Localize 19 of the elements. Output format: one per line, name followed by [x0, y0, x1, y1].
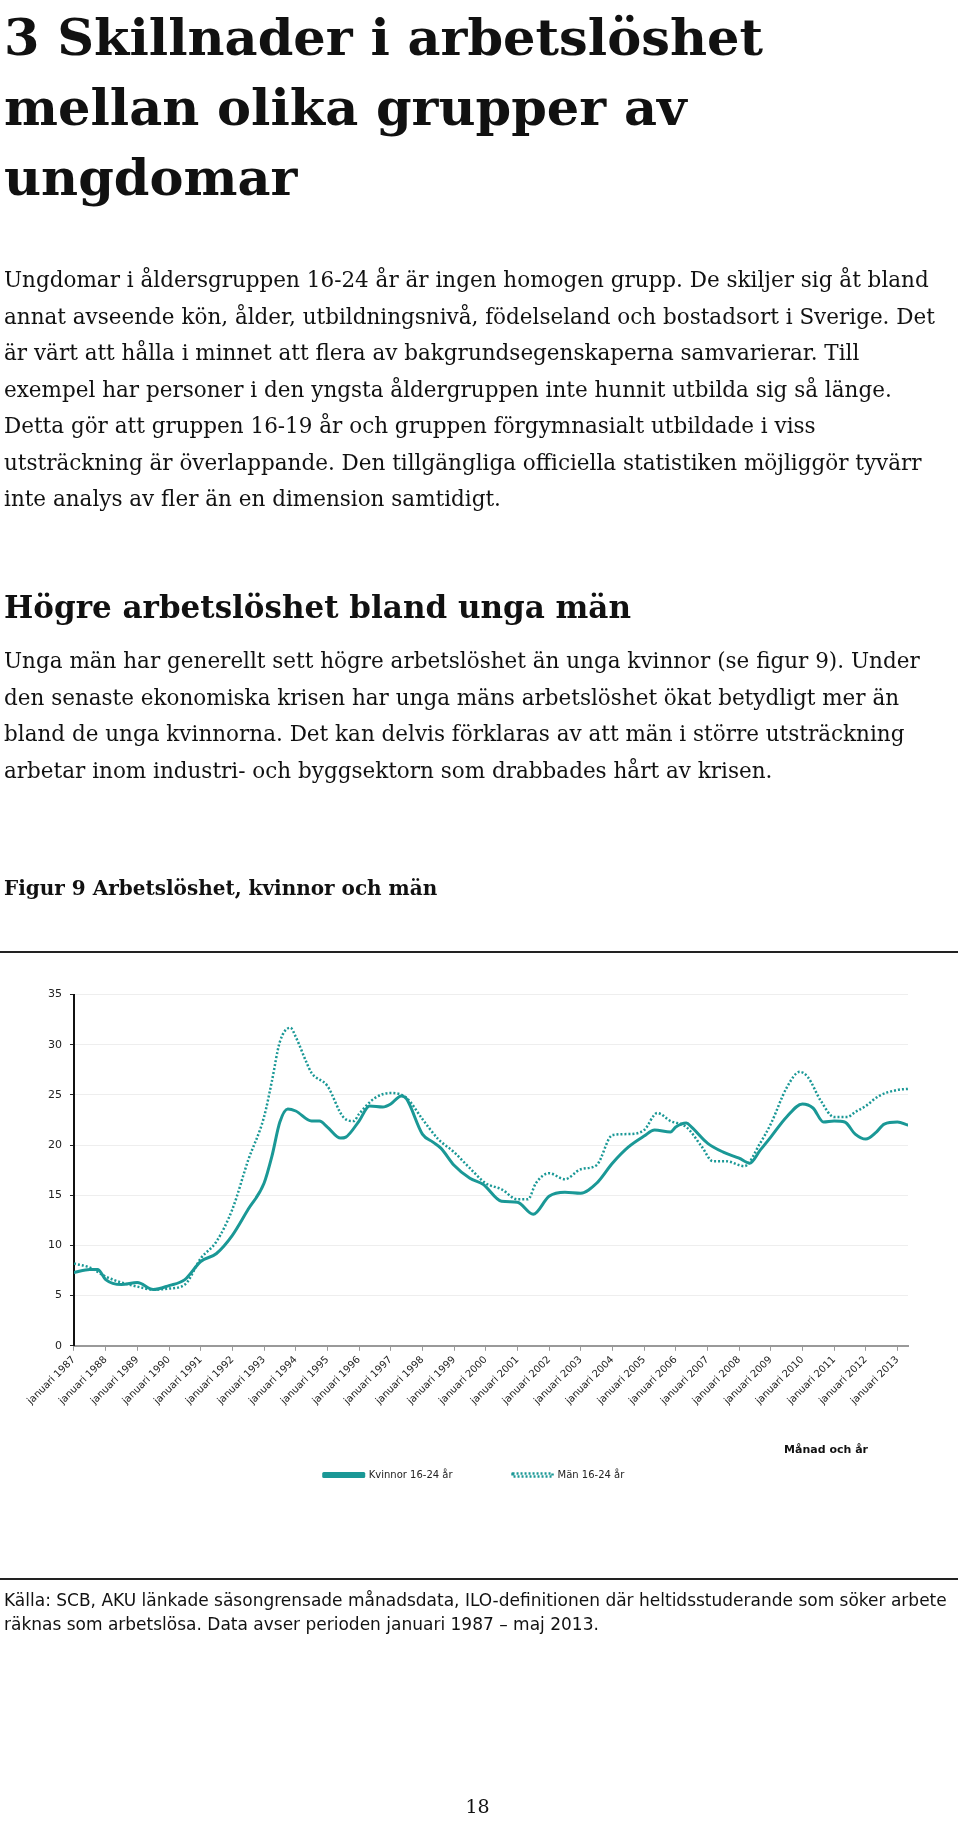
text: 18 — [464, 1795, 491, 1817]
text: 3 Skillnader i arbetslöshet mellan olika grupper av ungdomar — [4, 6, 764, 209]
x-axis-title: Månad och år — [784, 1442, 869, 1456]
y-tick-label: 30 — [48, 1037, 62, 1051]
line-series — [74, 1026, 908, 1291]
legend-label: Män 16-24 år — [557, 1467, 626, 1480]
text: Ungdomar i åldersgruppen 16-24 år är ingen homogen grupp. De skiljer sig åt bland annat avseende kön, ålder, utbildningsnivå, födelseland och bostadsort i Sverige. Det är värt att hålla i minnet att flera av bakgrundsegenskaperna samvarierar. Till exempel har personer i den yngsta åldergruppen inte hunnit utbilda sig så länge. Detta gör att gruppen 16-19 år och gruppen förgymnasialt utbildade i viss utsträckning är överlappande. Den tillgängliga officiella statistiken möjliggör tyvärr inte analys av fler än en dimension samtidigt. — [4, 266, 936, 513]
y-tick-label: 0 — [55, 1338, 62, 1352]
text: Källa: SCB, AKU länkade säsongrensade månadsdata, ILO-definitionen där heltidsstuderande som söker arbete räknas som arbetslösa. Data avser perioden januari 1987 – maj 2013. — [4, 1589, 948, 1636]
chart-title: Figur 9 Arbetslöshet, kvinnor och män — [4, 875, 438, 902]
legend-label: Kvinnor 16-24 år — [368, 1467, 454, 1480]
text: Högre arbetslöshet bland unga män — [4, 588, 631, 627]
y-tick-label: 5 — [55, 1288, 62, 1302]
y-tick-label: 10 — [48, 1238, 62, 1252]
y-tick-label: 35 — [48, 987, 62, 1001]
text: Unga män har generellt sett högre arbetslöshet än unga kvinnor (se figur 9). Under den senaste ekonomiska krisen har unga mäns arbetslöshet ökat betydligt mer än bland de unga kvinnorna. Det kan delvis förklaras av att män i större utsträckning arbetar inom industri- och byggsektorn som drabbades hårt av krisen. — [4, 647, 921, 785]
y-tick-label: 25 — [48, 1087, 62, 1101]
y-tick-label: 15 — [48, 1188, 62, 1202]
y-tick-label: 20 — [48, 1137, 62, 1151]
